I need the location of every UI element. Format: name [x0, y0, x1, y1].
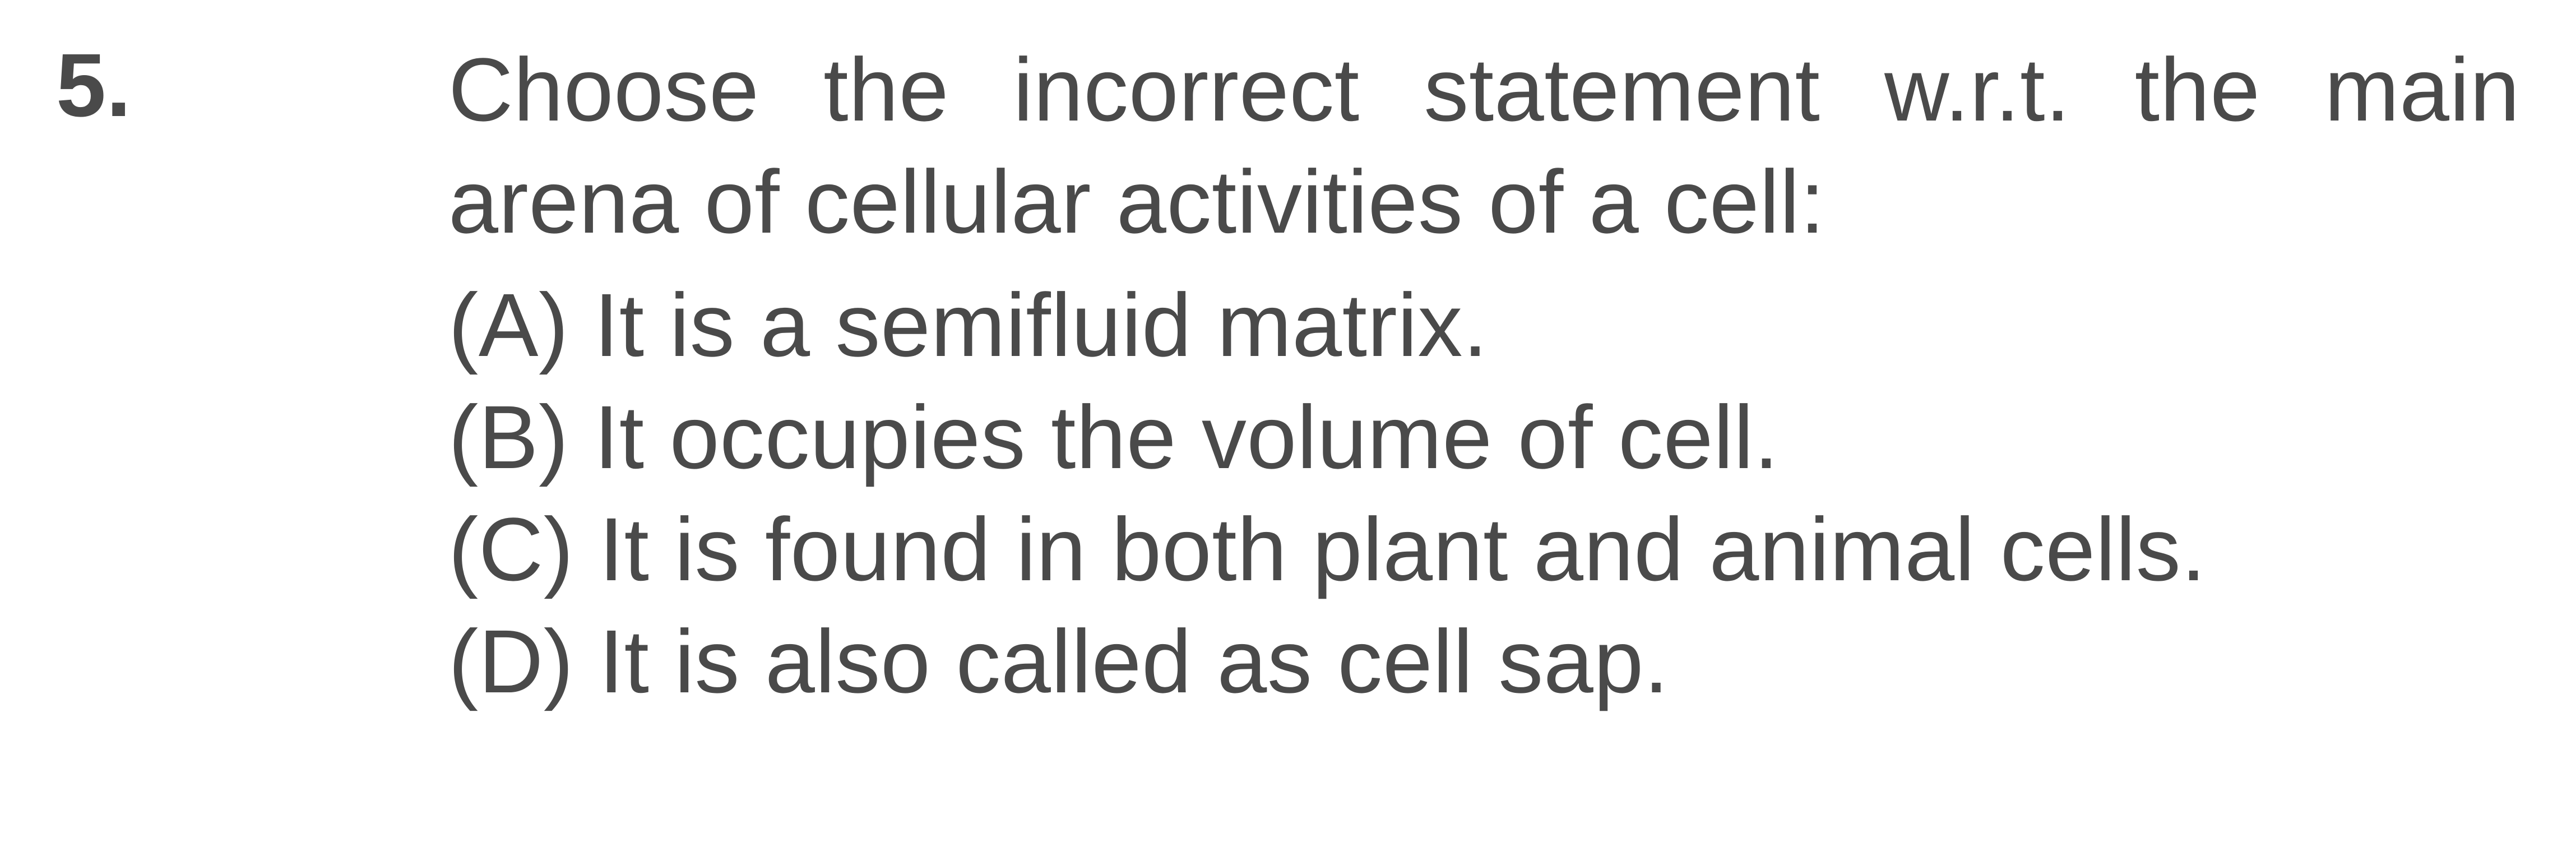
option-text: It occupies the volume of cell. — [594, 387, 1779, 487]
option-text: It is also called as cell sap. — [599, 611, 1669, 711]
option-label: (B) — [448, 387, 569, 487]
option-text: It is a semifluid matrix. — [594, 275, 1488, 375]
question-number: 5. — [56, 34, 131, 137]
option-a: (A) It is a semifluid matrix. — [448, 269, 2520, 381]
option-label: (D) — [448, 611, 574, 711]
question-stem: Choose the incorrect statement w.r.t. th… — [448, 34, 2520, 258]
option-text: It is found in both plant and animal cel… — [599, 499, 2207, 599]
question-body: Choose the incorrect statement w.r.t. th… — [448, 34, 2520, 718]
option-c: (C) It is found in both plant and animal… — [448, 493, 2520, 605]
option-label: (C) — [448, 499, 574, 599]
options-list: (A) It is a semifluid matrix. (B) It occ… — [448, 269, 2520, 718]
page: 5. Choose the incorrect statement w.r.t.… — [0, 0, 2576, 865]
option-d: (D) It is also called as cell sap. — [448, 605, 2520, 718]
option-b: (B) It occupies the volume of cell. — [448, 381, 2520, 493]
option-label: (A) — [448, 275, 569, 375]
